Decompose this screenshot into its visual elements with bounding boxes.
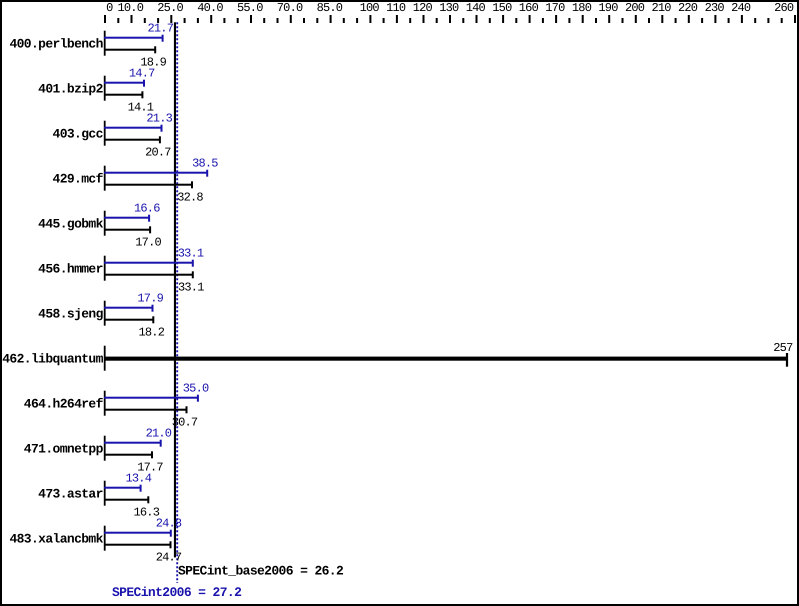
- svg-text:21.0: 21.0: [146, 427, 172, 441]
- svg-text:16.3: 16.3: [133, 506, 159, 520]
- svg-text:17.7: 17.7: [137, 461, 163, 475]
- svg-text:110: 110: [386, 1, 406, 15]
- svg-text:33.1: 33.1: [178, 281, 204, 295]
- svg-text:85.0: 85.0: [317, 1, 343, 15]
- svg-text:180: 180: [572, 1, 592, 15]
- svg-text:260: 260: [774, 1, 794, 15]
- svg-text:35.0: 35.0: [183, 382, 209, 396]
- svg-text:25.0: 25.0: [157, 1, 183, 15]
- svg-text:16.6: 16.6: [134, 202, 160, 216]
- svg-text:130: 130: [439, 1, 459, 15]
- svg-text:170: 170: [545, 1, 565, 15]
- svg-text:160: 160: [519, 1, 539, 15]
- svg-text:21.7: 21.7: [147, 22, 173, 36]
- svg-text:462.libquantum: 462.libquantum: [2, 352, 103, 367]
- svg-text:483.xalancbmk: 483.xalancbmk: [9, 532, 103, 547]
- svg-text:32.8: 32.8: [177, 191, 203, 205]
- svg-text:17.0: 17.0: [135, 236, 161, 250]
- svg-text:18.9: 18.9: [140, 56, 166, 70]
- svg-text:464.h264ref: 464.h264ref: [24, 397, 104, 412]
- svg-text:456.hmmer: 456.hmmer: [38, 262, 103, 277]
- svg-text:20.7: 20.7: [145, 146, 171, 160]
- svg-text:429.mcf: 429.mcf: [53, 172, 104, 187]
- svg-text:24.8: 24.8: [156, 517, 182, 531]
- svg-text:257: 257: [773, 341, 793, 355]
- svg-text:24.7: 24.7: [156, 551, 182, 565]
- svg-text:10.0: 10.0: [117, 1, 143, 15]
- svg-text:100: 100: [360, 1, 380, 15]
- svg-text:220: 220: [678, 1, 698, 15]
- svg-text:14.1: 14.1: [128, 101, 154, 115]
- svg-text:473.astar: 473.astar: [38, 487, 103, 502]
- svg-text:13.4: 13.4: [125, 472, 151, 486]
- svg-text:SPECint_base2006 = 26.2: SPECint_base2006 = 26.2: [178, 563, 344, 578]
- svg-text:33.1: 33.1: [178, 247, 204, 261]
- svg-text:55.0: 55.0: [237, 1, 263, 15]
- svg-text:70.0: 70.0: [277, 1, 303, 15]
- svg-text:458.sjeng: 458.sjeng: [38, 307, 103, 322]
- svg-text:21.3: 21.3: [146, 112, 172, 126]
- svg-text:471.omnetpp: 471.omnetpp: [24, 442, 104, 457]
- svg-text:120: 120: [413, 1, 433, 15]
- svg-text:17.9: 17.9: [137, 292, 163, 306]
- svg-text:200: 200: [625, 1, 645, 15]
- svg-text:14.7: 14.7: [129, 67, 155, 81]
- svg-text:140: 140: [466, 1, 486, 15]
- svg-text:0: 0: [106, 1, 113, 15]
- svg-text:40.0: 40.0: [197, 1, 223, 15]
- svg-text:445.gobmk: 445.gobmk: [38, 217, 103, 232]
- svg-text:SPECint2006 = 27.2: SPECint2006 = 27.2: [112, 585, 242, 600]
- svg-text:403.gcc: 403.gcc: [53, 127, 104, 142]
- svg-text:30.7: 30.7: [172, 416, 198, 430]
- svg-text:150: 150: [492, 1, 512, 15]
- svg-text:400.perlbench: 400.perlbench: [9, 37, 103, 52]
- svg-text:401.bzip2: 401.bzip2: [38, 82, 103, 97]
- svg-text:230: 230: [705, 1, 725, 15]
- svg-text:18.2: 18.2: [138, 326, 164, 340]
- svg-text:38.5: 38.5: [192, 157, 218, 171]
- svg-text:240: 240: [731, 1, 751, 15]
- svg-text:210: 210: [651, 1, 671, 15]
- svg-text:190: 190: [598, 1, 618, 15]
